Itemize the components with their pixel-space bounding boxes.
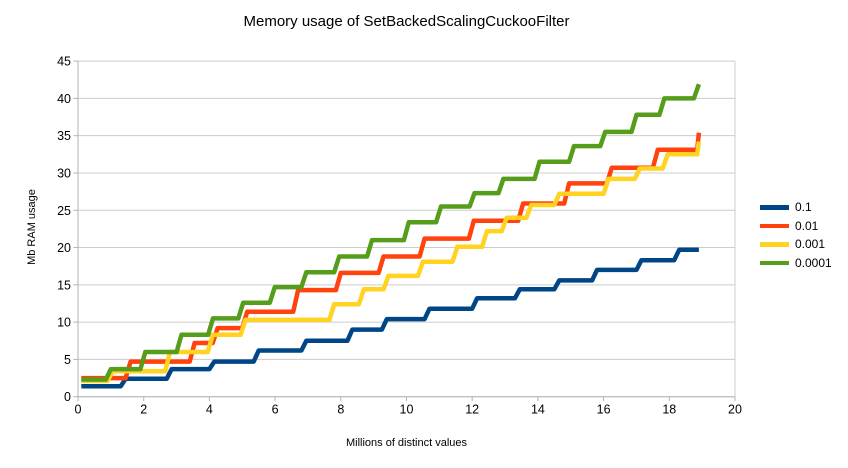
- svg-text:35: 35: [57, 129, 71, 143]
- svg-text:6: 6: [272, 403, 279, 417]
- svg-text:40: 40: [57, 92, 71, 106]
- svg-text:12: 12: [465, 403, 479, 417]
- legend-item: 0.001: [760, 235, 832, 254]
- svg-text:20: 20: [57, 241, 71, 255]
- legend-label: 0.01: [795, 218, 819, 233]
- legend: 0.1 0.01 0.001 0.0001: [760, 198, 832, 272]
- series-line-0.01: [81, 132, 702, 381]
- svg-text:15: 15: [57, 278, 71, 292]
- legend-item: 0.01: [760, 217, 832, 236]
- svg-text:5: 5: [64, 353, 71, 367]
- legend-line-swatch: [760, 205, 789, 210]
- legend-line-swatch: [760, 260, 789, 265]
- legend-line-swatch: [760, 223, 789, 228]
- svg-text:0: 0: [64, 390, 71, 404]
- legend-line-swatch: [760, 242, 789, 247]
- legend-label: 0.1: [795, 200, 812, 215]
- svg-text:20: 20: [728, 403, 742, 417]
- series-line-0.1: [81, 247, 699, 389]
- series-line-0.0001: [81, 83, 702, 382]
- x-axis-title: Millions of distinct values: [345, 437, 468, 449]
- svg-text:14: 14: [531, 403, 545, 417]
- svg-text:10: 10: [400, 403, 414, 417]
- x-tick-labels: 0 2 4 6 8 10 12 14 16 18 20: [75, 403, 742, 417]
- svg-text:10: 10: [57, 316, 71, 330]
- legend-label: 0.001: [795, 237, 826, 252]
- y-tick-labels: 0 5 10 15 20 25 30 35 40 45: [57, 55, 71, 405]
- svg-text:0: 0: [75, 403, 82, 417]
- legend-label: 0.0001: [795, 255, 832, 270]
- svg-text:2: 2: [140, 403, 147, 417]
- series-line-0.001: [81, 141, 702, 384]
- svg-text:8: 8: [337, 403, 344, 417]
- chart-title: Memory usage of SetBackedScalingCuckooFi…: [243, 13, 570, 30]
- svg-text:25: 25: [57, 204, 71, 218]
- svg-text:4: 4: [206, 403, 213, 417]
- legend-item: 0.1: [760, 198, 832, 217]
- svg-text:45: 45: [57, 55, 71, 69]
- svg-text:16: 16: [597, 403, 611, 417]
- legend-item: 0.0001: [760, 254, 832, 273]
- svg-text:30: 30: [57, 166, 71, 180]
- svg-text:18: 18: [662, 403, 676, 417]
- axes: [73, 60, 736, 402]
